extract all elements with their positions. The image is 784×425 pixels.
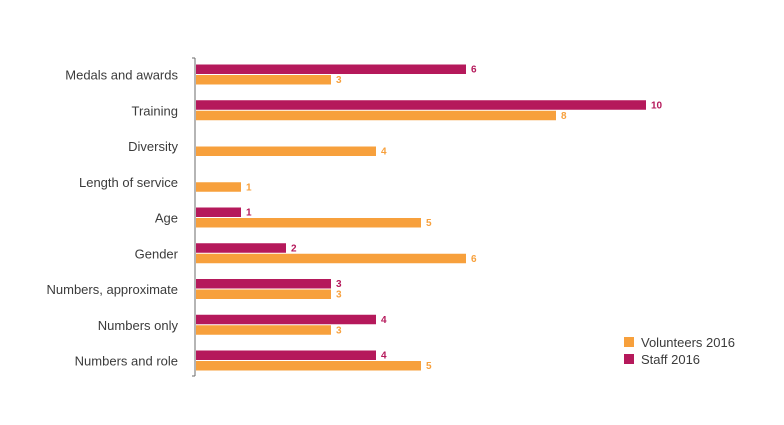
bar-staff-2016	[196, 207, 241, 217]
data-label-volunteers-2016: 5	[426, 361, 432, 372]
data-label-volunteers-2016: 5	[426, 218, 432, 229]
category-label: Diversity	[128, 139, 178, 154]
category-label: Length of service	[79, 175, 178, 190]
bar-staff-2016	[196, 314, 376, 325]
data-label-staff-2016: 4	[381, 351, 387, 362]
category-label: Medals and awards	[65, 68, 178, 83]
data-label-staff-2016: 4	[381, 315, 387, 326]
bar-staff-2016	[196, 64, 466, 74]
bar-staff-2016	[196, 243, 286, 253]
bar-staff-2016	[196, 279, 331, 289]
bar-volunteers-2016	[196, 182, 241, 192]
bar-volunteers-2016	[196, 361, 421, 371]
data-label-volunteers-2016: 3	[336, 75, 342, 86]
data-label-staff-2016: 10	[651, 100, 663, 111]
data-label-volunteers-2016: 4	[381, 147, 387, 158]
data-label-staff-2016: 2	[291, 243, 297, 254]
legend-swatch-staff-2016	[624, 354, 634, 364]
bar-volunteers-2016	[196, 75, 331, 85]
category-label: Numbers only	[98, 318, 179, 333]
data-label-volunteers-2016: 3	[336, 325, 342, 336]
legend: Volunteers 2016 Staff 2016	[624, 335, 735, 367]
bar-volunteers-2016	[196, 325, 331, 335]
labels-layer: Medals and awards 6 3 Training 10 8 Diversity 4…	[47, 65, 663, 373]
bar-volunteers-2016	[196, 110, 556, 121]
category-label: Numbers and role	[75, 354, 178, 369]
category-label: Training	[132, 103, 178, 118]
category-label: Age	[155, 211, 178, 226]
category-label: Gender	[135, 246, 179, 261]
bar-staff-2016	[196, 100, 646, 110]
data-label-staff-2016: 1	[246, 208, 252, 219]
data-label-volunteers-2016: 3	[336, 290, 342, 301]
legend-label-staff-2016: Staff 2016	[641, 352, 700, 367]
bars-layer	[196, 64, 646, 371]
category-label: Numbers, approximate	[47, 282, 179, 297]
legend-label-volunteers-2016: Volunteers 2016	[641, 335, 735, 350]
bar-volunteers-2016	[196, 146, 376, 156]
data-label-staff-2016: 3	[336, 279, 342, 290]
data-label-volunteers-2016: 1	[246, 182, 252, 193]
axis-layer	[192, 57, 196, 377]
data-label-volunteers-2016: 8	[561, 111, 567, 122]
bar-volunteers-2016	[196, 253, 466, 264]
bar-volunteers-2016	[196, 289, 331, 299]
bar-staff-2016	[196, 350, 376, 360]
legend-swatch-volunteers-2016	[624, 337, 634, 347]
data-label-volunteers-2016: 6	[471, 254, 477, 265]
bar-volunteers-2016	[196, 218, 421, 228]
data-label-staff-2016: 6	[471, 65, 477, 76]
